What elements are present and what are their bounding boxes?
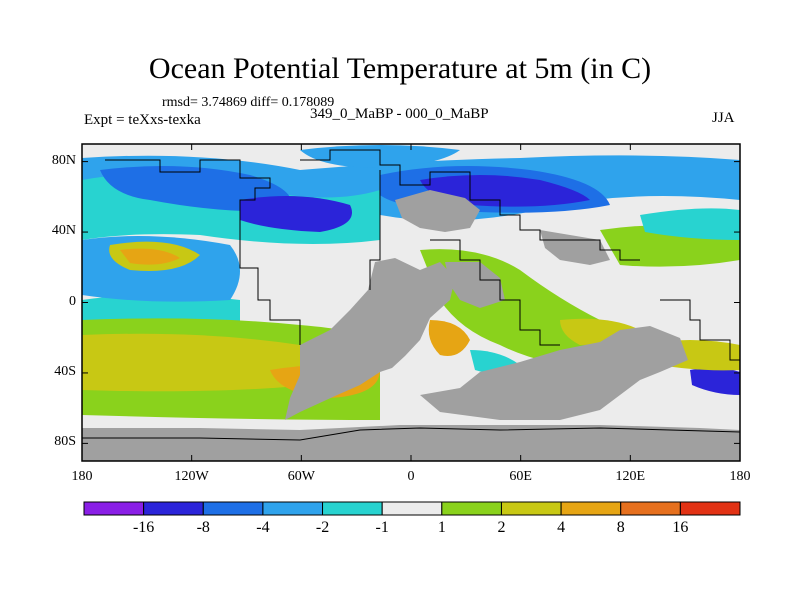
colorbar-swatch <box>143 501 204 516</box>
colorbar-label: 2 <box>497 519 506 536</box>
x-tick-marks <box>81 144 741 461</box>
colorbar-label: 16 <box>672 519 689 536</box>
chart-title: Ocean Potential Temperature at 5m (in C) <box>148 52 652 85</box>
colorbar-swatch <box>441 501 502 516</box>
coastlines <box>82 149 740 441</box>
x-tick-label: 120W <box>174 469 209 484</box>
colorbar-label: -8 <box>196 519 210 536</box>
colorbar-label: -2 <box>315 519 330 536</box>
colorbar-swatch <box>83 501 145 516</box>
y-tick-label: 40N <box>51 223 76 239</box>
x-tick-label: 180 <box>71 469 93 484</box>
x-tick-label: 120E <box>615 469 646 484</box>
colorbar-swatch <box>679 501 741 516</box>
x-tick-label: 60W <box>287 469 315 484</box>
colorbar <box>83 501 741 516</box>
colorbar-swatch <box>620 501 681 516</box>
x-tick-label: 60E <box>509 469 532 484</box>
y-tick-label: 40S <box>54 363 76 379</box>
x-tick-label: 180 <box>729 469 751 484</box>
y-tick-label: 0 <box>69 293 76 309</box>
colorbar-label: -1 <box>375 519 389 536</box>
colorbar-label: -16 <box>132 519 155 536</box>
land-mask <box>82 190 740 461</box>
colorbar-swatch <box>202 501 264 516</box>
x-tick-label: 0 <box>407 469 415 484</box>
period-label: 349_0_MaBP - 000_0_MaBP <box>310 106 489 122</box>
colorbar-swatch <box>262 501 324 516</box>
colorbar-swatch <box>560 501 622 516</box>
y-tick-label: 80N <box>51 152 76 168</box>
season-label: JJA <box>712 110 735 126</box>
colorbar-label: 8 <box>616 519 625 536</box>
y-tick-label: 80S <box>54 434 76 450</box>
colorbar-swatch <box>500 501 562 516</box>
stats-text: rmsd= 3.74869 diff= 0.178089 <box>162 95 335 110</box>
colorbar-label: 1 <box>437 519 446 536</box>
y-tick-marks <box>82 161 740 444</box>
experiment-label: Expt = teXxs-texka <box>84 112 201 128</box>
temperature-map <box>82 144 740 461</box>
colorbar-label: -4 <box>256 519 270 536</box>
colorbar-swatch <box>322 501 383 516</box>
colorbar-swatch <box>381 501 443 516</box>
colorbar-label: 4 <box>557 519 566 536</box>
